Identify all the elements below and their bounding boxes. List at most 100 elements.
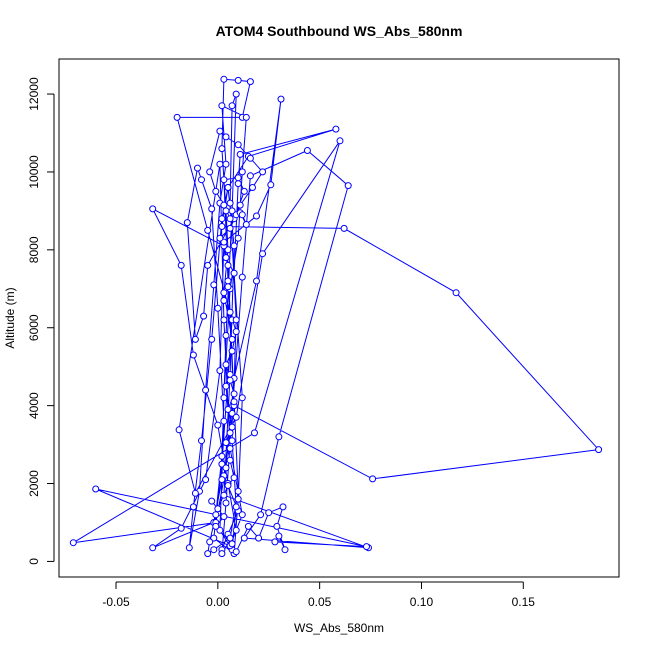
data-point bbox=[222, 254, 230, 262]
data-point bbox=[220, 513, 228, 521]
data-point bbox=[204, 550, 212, 558]
data-point bbox=[238, 273, 246, 281]
data-point bbox=[226, 215, 234, 223]
data-point bbox=[232, 413, 240, 421]
data-point bbox=[595, 446, 603, 454]
data-point bbox=[230, 398, 238, 406]
data-point bbox=[222, 464, 230, 472]
data-point bbox=[218, 215, 226, 223]
data-point bbox=[259, 168, 267, 176]
data-point bbox=[218, 452, 226, 460]
data-point bbox=[232, 526, 240, 534]
data-point bbox=[228, 540, 236, 548]
data-point bbox=[238, 168, 246, 176]
data-point bbox=[281, 546, 289, 554]
data-point bbox=[246, 78, 254, 86]
data-point bbox=[218, 102, 226, 110]
data-point bbox=[222, 207, 230, 215]
data-point bbox=[92, 485, 100, 493]
data-point bbox=[202, 476, 210, 484]
data-point bbox=[191, 335, 199, 343]
data-point bbox=[216, 234, 224, 242]
data-point bbox=[220, 417, 228, 425]
data-point bbox=[277, 95, 285, 103]
data-point bbox=[208, 497, 216, 505]
data-point bbox=[232, 328, 240, 336]
x-tick-label: 0.10 bbox=[410, 595, 434, 609]
x-tick-label: 0.00 bbox=[206, 595, 230, 609]
data-point bbox=[224, 184, 232, 191]
data-point bbox=[271, 538, 279, 546]
data-point bbox=[149, 544, 157, 552]
data-point bbox=[246, 154, 254, 162]
data-point bbox=[212, 187, 220, 195]
data-point bbox=[185, 544, 193, 552]
y-tick-label: 0 bbox=[27, 558, 41, 565]
data-point bbox=[232, 90, 240, 98]
data-point bbox=[226, 308, 234, 316]
series-layer bbox=[69, 75, 603, 558]
y-tick-label: 6000 bbox=[27, 314, 41, 341]
y-tick-label: 2000 bbox=[27, 470, 41, 497]
data-point bbox=[340, 224, 348, 232]
data-point bbox=[220, 176, 228, 184]
data-point bbox=[177, 261, 185, 269]
x-tick-label: 0.15 bbox=[512, 595, 536, 609]
data-point bbox=[238, 394, 246, 402]
data-point bbox=[222, 382, 230, 390]
data-point bbox=[208, 335, 216, 343]
data-point bbox=[210, 546, 218, 554]
data-point bbox=[226, 456, 234, 464]
data-point bbox=[214, 505, 222, 513]
data-point bbox=[189, 503, 197, 511]
data-point bbox=[222, 361, 230, 369]
data-point bbox=[238, 511, 246, 519]
data-point bbox=[236, 201, 244, 209]
data-point bbox=[228, 207, 236, 215]
data-point bbox=[242, 221, 250, 228]
data-point bbox=[191, 489, 199, 497]
data-point bbox=[336, 137, 344, 145]
data-point bbox=[224, 261, 232, 269]
data-point bbox=[232, 316, 240, 324]
data-point bbox=[234, 174, 242, 182]
data-point bbox=[240, 187, 248, 195]
data-point bbox=[175, 426, 183, 434]
data-point bbox=[200, 312, 208, 320]
x-axis-label: WS_Abs_580nm bbox=[294, 621, 384, 635]
data-point bbox=[253, 277, 260, 285]
data-point bbox=[238, 211, 246, 219]
data-point bbox=[224, 482, 232, 489]
data-point bbox=[228, 437, 236, 445]
data-point bbox=[204, 226, 212, 234]
data-point bbox=[222, 439, 230, 447]
data-point bbox=[177, 524, 185, 532]
data-point bbox=[220, 316, 228, 324]
data-point bbox=[222, 499, 230, 507]
data-point bbox=[218, 145, 226, 153]
y-tick-label: 10000 bbox=[27, 155, 41, 189]
data-point bbox=[149, 205, 157, 213]
data-point bbox=[210, 281, 218, 289]
data-point bbox=[253, 212, 260, 220]
data-point bbox=[220, 394, 228, 402]
data-point bbox=[230, 242, 238, 250]
data-point bbox=[230, 390, 238, 398]
data-point bbox=[220, 491, 228, 499]
data-point bbox=[226, 445, 234, 452]
data-point bbox=[216, 127, 224, 135]
data-point bbox=[224, 406, 232, 413]
data-point bbox=[246, 172, 254, 180]
x-tick-label: -0.05 bbox=[102, 595, 130, 609]
data-point bbox=[214, 304, 222, 312]
data-point bbox=[234, 487, 242, 495]
data-point bbox=[206, 168, 214, 176]
data-point bbox=[303, 147, 311, 154]
data-point bbox=[208, 205, 216, 213]
data-point bbox=[226, 429, 234, 437]
data-point bbox=[183, 219, 191, 227]
data-point bbox=[220, 201, 228, 209]
data-point bbox=[226, 376, 234, 384]
